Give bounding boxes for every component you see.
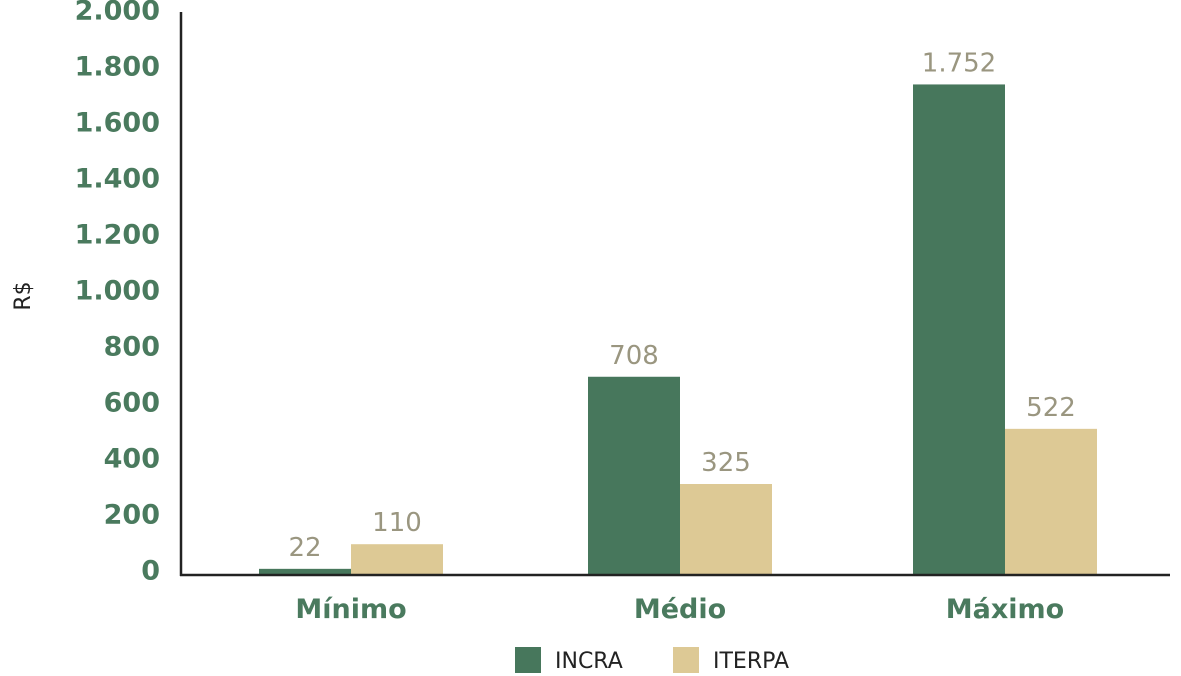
x-tick-label: Mínimo bbox=[295, 594, 406, 625]
data-label: 708 bbox=[609, 341, 659, 371]
y-tick-label: 1.400 bbox=[75, 164, 160, 195]
bar-incra-0 bbox=[259, 568, 351, 575]
y-axis-ticks: 0 200 400 600 800 1.000 1.200 1.400 1.600 1.800 2.… bbox=[75, 0, 160, 587]
y-tick-label: 1.800 bbox=[75, 52, 160, 83]
y-tick-label: 400 bbox=[104, 444, 160, 475]
bar-incra-2 bbox=[913, 84, 1005, 575]
bar-iterpa-2 bbox=[1005, 428, 1097, 575]
y-tick-label: 600 bbox=[104, 388, 160, 419]
bars bbox=[259, 84, 1097, 575]
data-label: 325 bbox=[701, 448, 751, 478]
y-axis-label: R$ bbox=[11, 281, 36, 310]
x-tick-label: Máximo bbox=[946, 594, 1064, 625]
legend-label-incra: INCRA bbox=[555, 649, 623, 674]
legend-swatch-iterpa bbox=[673, 647, 699, 673]
data-label: 1.752 bbox=[922, 48, 996, 78]
data-label: 522 bbox=[1026, 393, 1076, 423]
data-label: 110 bbox=[372, 508, 422, 538]
y-tick-label: 0 bbox=[141, 556, 160, 587]
data-labels: 22 708 1.752 110 325 522 bbox=[288, 48, 1075, 562]
bar-incra-1 bbox=[588, 376, 680, 575]
y-tick-label: 200 bbox=[104, 500, 160, 531]
y-tick-label: 2.000 bbox=[75, 0, 160, 27]
legend-swatch-incra bbox=[515, 647, 541, 673]
y-tick-label: 1.000 bbox=[75, 276, 160, 307]
y-tick-label: 800 bbox=[104, 332, 160, 363]
y-tick-label: 1.200 bbox=[75, 220, 160, 251]
data-label: 22 bbox=[288, 533, 321, 563]
x-tick-label: Médio bbox=[634, 594, 726, 625]
bar-iterpa-0 bbox=[351, 544, 443, 575]
legend: INCRA ITERPA bbox=[515, 647, 789, 674]
legend-label-iterpa: ITERPA bbox=[713, 649, 789, 674]
y-tick-label: 1.600 bbox=[75, 108, 160, 139]
x-axis-categories: Mínimo Médio Máximo bbox=[295, 594, 1064, 625]
bar-iterpa-1 bbox=[680, 484, 772, 575]
